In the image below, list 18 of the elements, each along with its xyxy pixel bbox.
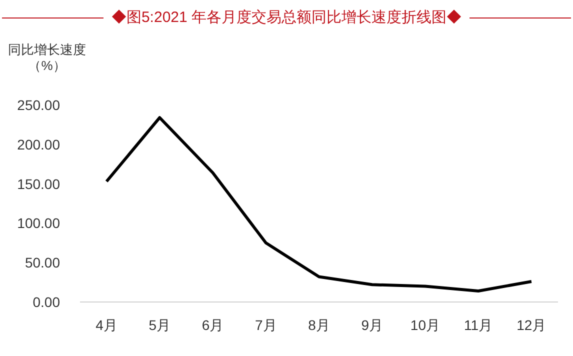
x-tick-label: 5月 — [148, 317, 171, 333]
x-tick-label: 10月 — [410, 317, 440, 333]
x-tick-label: 8月 — [308, 317, 330, 333]
x-tick-label: 7月 — [254, 317, 277, 333]
x-tick-label: 6月 — [202, 317, 224, 333]
y-tick-label: 150.00 — [17, 176, 60, 192]
y-tick-label: 0.00 — [32, 294, 60, 310]
y-tick-label: 100.00 — [17, 215, 60, 232]
x-tick-label: 11月 — [464, 317, 493, 333]
x-tick-label: 12月 — [516, 317, 546, 333]
y-tick-label: 250.00 — [17, 97, 60, 113]
x-tick-label: 4月 — [96, 317, 118, 333]
y-tick-label: 50.00 — [24, 254, 60, 271]
y-axis-title: 同比增长速度（%） — [7, 42, 87, 74]
y-tick-label: 200.00 — [17, 136, 60, 152]
chart-title: ◆图5:2021 年各月度交易总额同比增长速度折线图◆ — [111, 9, 462, 26]
x-tick-label: 9月 — [361, 317, 384, 333]
line-series — [105, 116, 533, 292]
